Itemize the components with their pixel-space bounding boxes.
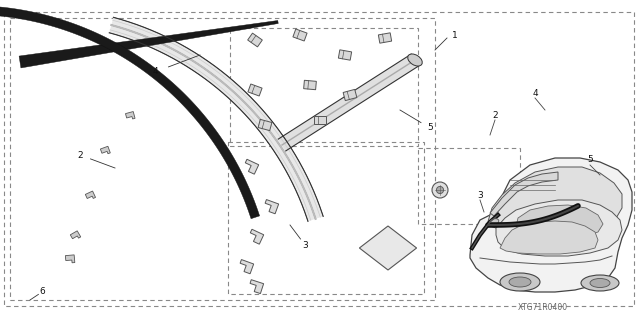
Ellipse shape xyxy=(408,54,422,66)
Bar xyxy=(418,148,520,224)
Polygon shape xyxy=(0,7,260,219)
Polygon shape xyxy=(470,158,632,292)
Polygon shape xyxy=(516,205,603,239)
Text: 4: 4 xyxy=(152,68,158,77)
Polygon shape xyxy=(303,80,316,90)
Polygon shape xyxy=(490,172,558,216)
Text: 2: 2 xyxy=(77,151,83,160)
Text: 3: 3 xyxy=(477,190,483,199)
Polygon shape xyxy=(245,159,259,174)
Ellipse shape xyxy=(581,275,619,291)
Polygon shape xyxy=(360,226,417,270)
Polygon shape xyxy=(248,33,262,47)
Polygon shape xyxy=(250,229,264,244)
Polygon shape xyxy=(19,20,278,68)
Polygon shape xyxy=(250,280,264,293)
Polygon shape xyxy=(85,191,95,198)
Polygon shape xyxy=(343,89,357,100)
Ellipse shape xyxy=(590,278,610,287)
Polygon shape xyxy=(278,54,419,151)
Ellipse shape xyxy=(489,219,499,225)
Text: 3: 3 xyxy=(302,241,308,249)
Text: 6: 6 xyxy=(39,287,45,296)
Polygon shape xyxy=(293,29,307,41)
Bar xyxy=(228,142,424,294)
Polygon shape xyxy=(339,50,351,60)
Text: 5: 5 xyxy=(427,123,433,132)
Polygon shape xyxy=(314,116,326,124)
Polygon shape xyxy=(500,221,598,254)
Polygon shape xyxy=(378,33,392,43)
Text: 2: 2 xyxy=(492,110,498,120)
Polygon shape xyxy=(496,200,622,256)
Polygon shape xyxy=(100,146,110,154)
Polygon shape xyxy=(125,112,135,119)
Circle shape xyxy=(432,182,448,198)
Polygon shape xyxy=(65,255,75,263)
Bar xyxy=(10,18,435,300)
Ellipse shape xyxy=(509,277,531,287)
Ellipse shape xyxy=(500,273,540,291)
Circle shape xyxy=(436,186,444,194)
Polygon shape xyxy=(240,260,253,274)
Text: 4: 4 xyxy=(532,88,538,98)
Bar xyxy=(230,28,418,146)
Text: 5: 5 xyxy=(587,155,593,165)
Polygon shape xyxy=(487,167,622,237)
Polygon shape xyxy=(258,119,272,130)
Text: XTG71R0400: XTG71R0400 xyxy=(518,303,568,313)
Polygon shape xyxy=(109,17,323,221)
Polygon shape xyxy=(265,200,278,214)
Polygon shape xyxy=(248,84,262,96)
Polygon shape xyxy=(70,231,81,239)
Text: 1: 1 xyxy=(452,31,458,40)
